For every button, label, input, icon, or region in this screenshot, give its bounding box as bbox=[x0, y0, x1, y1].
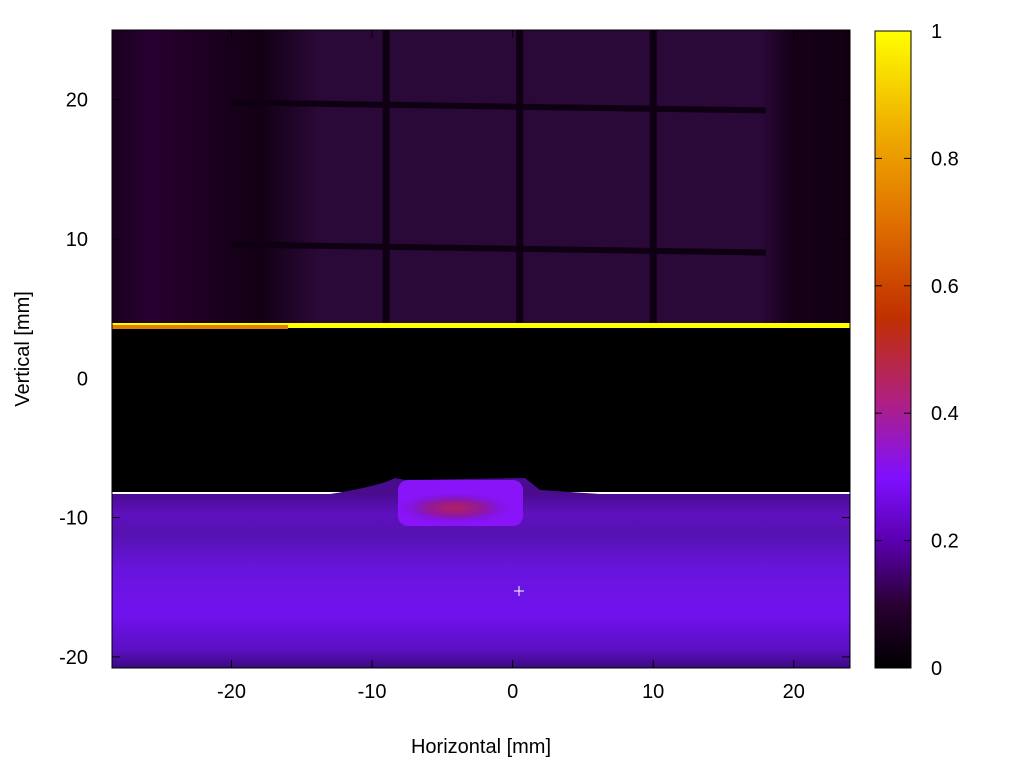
y-tick-label: -10 bbox=[59, 508, 88, 530]
colorbar-gradient bbox=[875, 31, 911, 668]
colorbar-tick-label: 1 bbox=[931, 21, 942, 43]
hot-spot bbox=[395, 492, 515, 524]
dark-gap bbox=[112, 328, 850, 492]
x-tick-label: -10 bbox=[358, 681, 387, 703]
y-axis-ticks: -20 -10 0 10 20 bbox=[59, 90, 850, 669]
x-tick-label: 0 bbox=[507, 681, 518, 703]
plot-frame bbox=[111, 29, 851, 669]
colorbar-tick-label: 0.4 bbox=[931, 403, 959, 425]
x-tick-label: 10 bbox=[642, 681, 664, 703]
y-tick-label: -20 bbox=[59, 647, 88, 669]
colorbar-tick-label: 0.2 bbox=[931, 531, 959, 553]
colorbar-tick-label: 0.6 bbox=[931, 276, 959, 298]
heatmap-image bbox=[112, 30, 850, 668]
bright-line-left bbox=[112, 325, 288, 329]
colorbar-tick-label: 0.8 bbox=[931, 148, 959, 170]
x-axis-ticks: -20 -10 0 10 20 bbox=[217, 30, 805, 703]
x-tick-label: -20 bbox=[217, 681, 246, 703]
y-tick-label: 10 bbox=[66, 229, 88, 251]
upper-grid-hline bbox=[231, 241, 766, 256]
colorbar-ticks: 0 0.2 0.4 0.6 0.8 1 bbox=[875, 21, 959, 680]
crosshair-marker bbox=[514, 586, 524, 596]
x-tick-label: 20 bbox=[783, 681, 805, 703]
upper-grid-hline bbox=[231, 99, 766, 114]
y-tick-label: 20 bbox=[66, 90, 88, 112]
colorbar-frame bbox=[874, 30, 912, 669]
y-tick-label: 0 bbox=[77, 368, 88, 390]
upper-grid-lines bbox=[231, 30, 766, 323]
x-axis-label: Horizontal [mm] bbox=[411, 736, 551, 758]
bright-line bbox=[112, 323, 850, 328]
upper-region bbox=[112, 30, 850, 326]
y-axis-label: Vertical [mm] bbox=[12, 291, 34, 407]
colorbar: 0 0.2 0.4 0.6 0.8 1 bbox=[874, 21, 959, 680]
colorbar-tick-label: 0 bbox=[931, 658, 942, 680]
